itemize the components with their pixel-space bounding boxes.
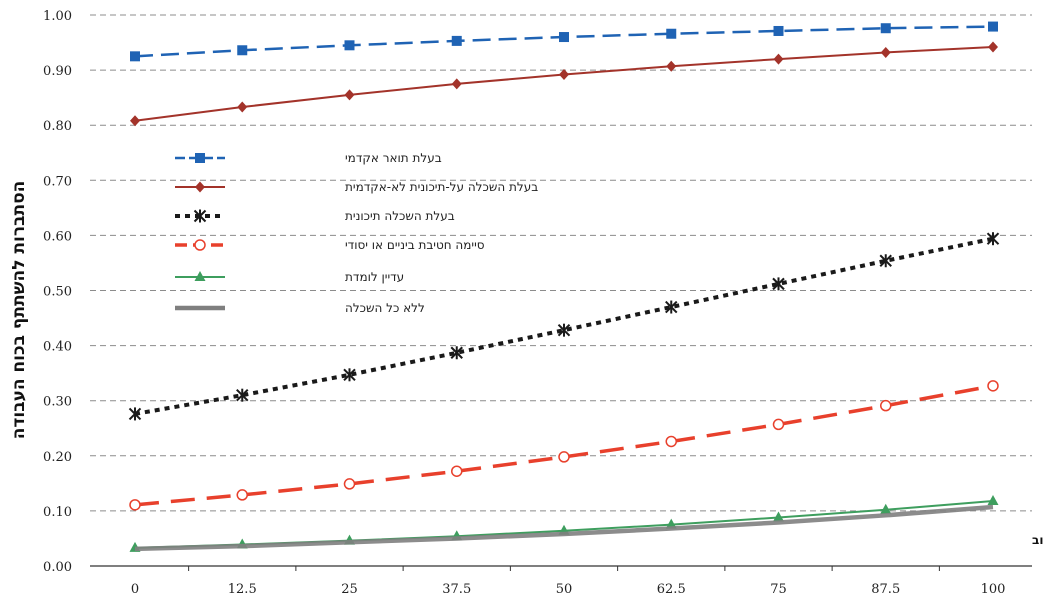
data-point [128,407,142,421]
data-point [129,499,141,511]
data-point [986,232,1000,246]
legend-marker [195,153,205,163]
data-point [343,478,356,490]
data-point [665,300,678,314]
x-tick-label: 75 [770,582,787,597]
data-point [451,465,463,477]
y-tick-label: 0.60 [43,229,72,244]
x-axis: 0 12.5 25 37.5 50 62.5 75 87.5 100 [90,565,1032,597]
data-point [559,69,569,81]
y-tick-label: 0.80 [43,119,72,134]
data-point [879,254,892,268]
data-point [557,323,571,337]
y-tick-label: 1.00 [43,9,72,24]
data-point [666,28,677,39]
y-axis-label: הסתברות להשתתף בכוח העבודה [9,181,29,440]
y-tick-label: 0.40 [43,340,72,355]
data-point [772,277,785,291]
x-tick-label: 87.5 [871,582,900,597]
data-point [558,451,570,463]
legend-label: ללא כל השכלה [345,301,425,315]
y-tick-label: 0.50 [43,285,72,300]
gridlines [90,14,1032,512]
y-tick-label: 0.00 [43,560,72,575]
y-tick-label: 0.70 [43,174,72,189]
data-point [987,494,999,505]
data-point [343,368,356,382]
legend-marker [194,239,206,251]
y-tick-label: 0.90 [43,64,72,79]
data-point [130,51,140,62]
legend-item: בעלת תואר אקדמי [175,151,442,165]
series-line [134,499,994,549]
data-point [236,489,248,501]
data-point [344,40,355,51]
x-tick-label: 12.5 [228,582,257,597]
legend-label: בעלת השכלה על-תיכונית לא-אקדמית [345,180,538,194]
data-point [450,346,463,360]
data-point [666,60,677,72]
data-point [237,45,248,56]
data-point [237,101,248,113]
legend-label: בעלת תואר אקדמי [345,151,442,165]
series-line [134,45,994,122]
x-tick-label: 100 [981,582,1006,597]
legend-item: סיימה חטיבת ביניים או יסודי [175,238,485,252]
data-point [344,89,355,101]
series-6 [134,504,994,552]
data-point [236,388,249,402]
legend-label: עדיין לומדת [345,270,404,284]
legend: בעלת תואר אקדמי בעלת השכלה על-תיכונית לא-… [175,151,538,315]
series-4 [129,380,999,511]
y-axis-ticks: 0.00 0.10 0.20 0.30 0.40 0.50 0.60 0.70 0.80 0.90… [43,9,72,575]
legend-marker [194,271,206,281]
data-point [880,399,892,412]
data-point [773,25,784,36]
x-axis-label: רמת תשתיות בישוב [1032,533,1043,547]
legend-item: בעלת השכלה על-תיכונית לא-אקדמית [175,180,538,194]
plot-area [128,21,1000,552]
y-tick-label: 0.20 [43,450,72,465]
data-point [451,78,462,90]
data-point [988,21,998,32]
legend-item: עדיין לומדת [175,270,404,284]
data-point [559,32,569,43]
data-point [880,503,892,514]
data-point [772,418,785,431]
data-point [451,35,462,46]
data-point [988,41,998,53]
series-line [134,504,994,552]
series-2 [130,41,998,127]
data-point [773,511,784,522]
legend-marker [195,181,205,193]
x-tick-label: 37.5 [442,582,471,597]
x-tick-label: 62.5 [657,582,686,597]
legend-item: ללא כל השכלה [175,301,425,315]
legend-marker [193,209,207,223]
y-tick-label: 0.10 [43,505,72,520]
data-point [130,115,140,127]
series-3 [128,232,1000,421]
legend-label: סיימה חטיבת ביניים או יסודי [345,238,485,252]
data-point [665,435,677,448]
data-point [773,53,784,65]
x-tick-label: 25 [341,582,358,597]
data-point [880,23,891,34]
x-tick-label: 0 [131,582,139,597]
data-point [987,380,999,392]
y-tick-label: 0.30 [43,395,72,410]
series-line [134,384,994,507]
x-tick-label: 50 [556,582,573,597]
legend-label: בעלת השכלה תיכונית [345,209,455,223]
legend-item: בעלת השכלה תיכונית [175,209,455,223]
data-point [880,46,891,58]
series-1 [130,21,998,62]
